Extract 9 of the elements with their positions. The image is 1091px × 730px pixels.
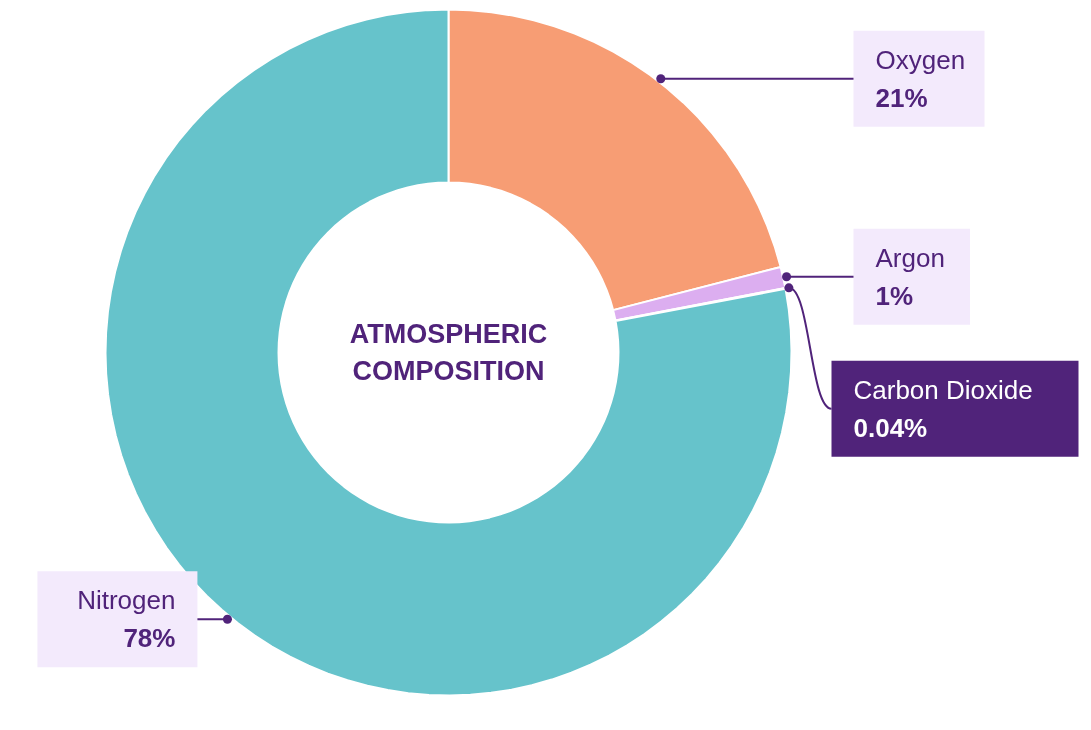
slice-label: Oxygen [875, 44, 966, 75]
text: ATMOSPHERIC COMPOSITION [349, 318, 548, 387]
slice-label: Nitrogen [77, 585, 176, 616]
data-label: 0.04% [853, 412, 928, 443]
slice-label: Argon [875, 242, 945, 273]
data-label: 1% [875, 280, 914, 311]
data-label: 78% [123, 623, 176, 654]
slice-label: Carbon Dioxide [853, 374, 1033, 405]
data-label: 21% [875, 82, 928, 113]
